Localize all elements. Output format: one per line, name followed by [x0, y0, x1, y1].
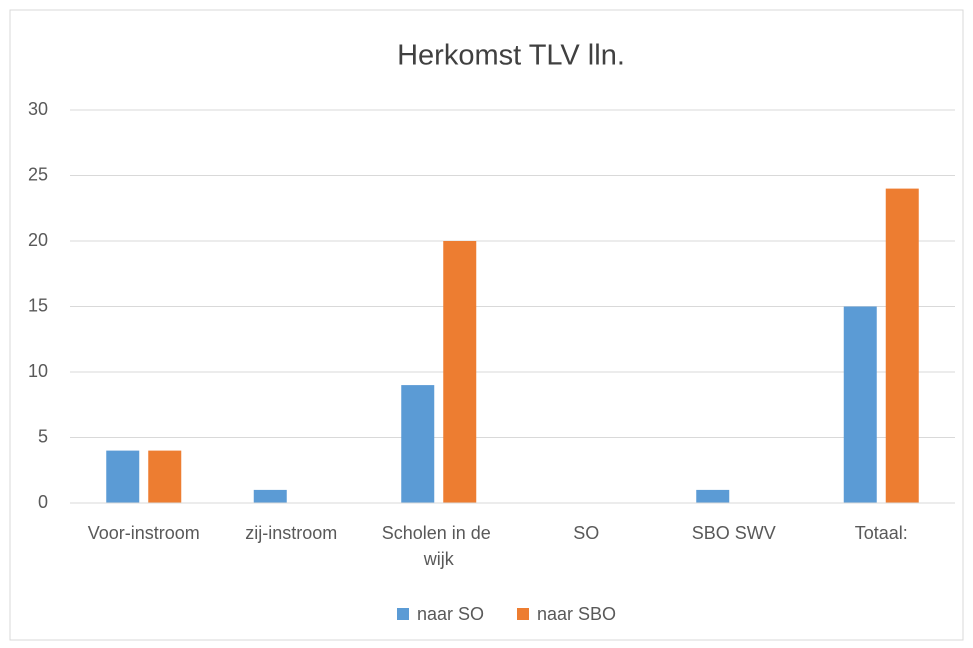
x-tick-label: Totaal: — [855, 523, 908, 543]
chart-border — [9, 9, 964, 641]
chart-title: Herkomst TLV lln. — [397, 40, 625, 72]
x-tick-label: Scholen in de wijk — [382, 523, 496, 569]
y-tick-label: 20 — [28, 230, 48, 250]
bar — [401, 385, 435, 503]
bar — [148, 450, 182, 503]
legend-swatch — [397, 608, 409, 620]
y-tick-label: 15 — [28, 295, 48, 315]
legend-swatch — [517, 608, 529, 620]
bar — [843, 306, 877, 503]
bar — [885, 188, 919, 503]
bar — [443, 241, 477, 503]
bar — [696, 489, 730, 503]
y-tick-label: 0 — [38, 492, 48, 512]
x-tick-label: SO — [573, 523, 599, 543]
legend-label: naar SBO — [537, 604, 616, 624]
y-tick-label: 10 — [28, 361, 48, 381]
y-tick-label: 25 — [28, 164, 48, 184]
x-tick-label: SBO SWV — [692, 523, 776, 543]
x-tick-label: Voor-instroom — [88, 523, 200, 543]
legend-label: naar SO — [417, 604, 484, 624]
y-tick-label: 5 — [38, 426, 48, 446]
y-tick-label: 30 — [28, 99, 48, 119]
x-tick-label: zij-instroom — [245, 523, 337, 543]
bar — [106, 450, 140, 503]
bar — [253, 489, 287, 503]
